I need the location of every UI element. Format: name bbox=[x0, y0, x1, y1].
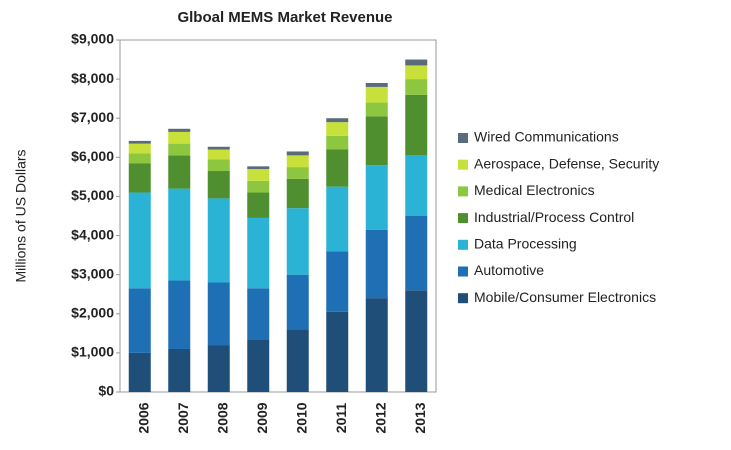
bar-segment bbox=[365, 298, 388, 392]
x-tick-label: 2006 bbox=[135, 402, 151, 433]
bar-segment bbox=[168, 348, 191, 392]
bar-segment bbox=[286, 178, 309, 209]
bar-segment bbox=[168, 188, 191, 281]
y-tick-label: $3,000 bbox=[71, 265, 114, 281]
bar-segment bbox=[207, 159, 230, 172]
legend-swatch bbox=[458, 266, 468, 277]
legend-label: Wired Communications bbox=[474, 129, 619, 145]
y-tick-label: $4,000 bbox=[71, 226, 114, 242]
bar-segment bbox=[405, 65, 428, 80]
legend-label: Medical Electronics bbox=[474, 182, 595, 198]
y-tick-label: $6,000 bbox=[71, 148, 114, 164]
bar-segment bbox=[405, 94, 428, 156]
legend-swatch bbox=[458, 213, 468, 224]
y-tick-label: $2,000 bbox=[71, 304, 114, 320]
bar-segment bbox=[207, 282, 230, 346]
bar-segment bbox=[405, 216, 428, 291]
bar-segment bbox=[326, 251, 349, 312]
bar-segment bbox=[365, 86, 388, 103]
bar-segment bbox=[207, 345, 230, 392]
x-tick-label: 2009 bbox=[254, 402, 270, 433]
bar-segment bbox=[405, 59, 428, 66]
legend-label: Automotive bbox=[474, 262, 544, 278]
x-tick-label: 2010 bbox=[293, 402, 309, 433]
legend-label: Aerospace, Defense, Security bbox=[474, 155, 659, 171]
bar-segment bbox=[326, 118, 349, 123]
bar-segment bbox=[168, 155, 191, 189]
x-tick-label: 2008 bbox=[214, 402, 230, 433]
legend-swatch bbox=[458, 133, 468, 143]
y-tick-label: $1,000 bbox=[71, 344, 114, 360]
bar-segment bbox=[207, 198, 230, 283]
bar-segment bbox=[247, 339, 270, 392]
bar-segment bbox=[405, 290, 428, 392]
bar-segment bbox=[286, 167, 309, 179]
bar-segment bbox=[168, 143, 191, 156]
bar-segment bbox=[207, 171, 230, 199]
bar-segment bbox=[326, 186, 349, 252]
bar-segment bbox=[247, 288, 270, 340]
legend-swatch bbox=[458, 239, 468, 250]
bar-segment bbox=[326, 311, 349, 392]
bar-segment bbox=[286, 329, 309, 392]
x-tick-label: 2012 bbox=[372, 402, 388, 433]
bar-segment bbox=[207, 146, 230, 150]
bar-segment bbox=[128, 140, 151, 144]
bar-segment bbox=[128, 153, 151, 164]
bar-segment bbox=[286, 274, 309, 330]
bar-segment bbox=[365, 102, 388, 117]
legend-label: Mobile/Consumer Electronics bbox=[474, 289, 656, 305]
bar-segment bbox=[286, 155, 309, 168]
bar-segment bbox=[128, 352, 151, 392]
y-tick-label: $7,000 bbox=[71, 109, 114, 125]
y-axis-label: Millions of US Dollars bbox=[13, 149, 29, 282]
x-tick-label: 2011 bbox=[333, 403, 349, 434]
y-tick-label: $9,000 bbox=[71, 31, 114, 47]
bar-segment bbox=[247, 217, 270, 289]
x-tick-label: 2013 bbox=[412, 402, 428, 433]
bar-segment bbox=[286, 151, 309, 156]
legend-swatch bbox=[458, 186, 468, 197]
bar-segment bbox=[326, 122, 349, 136]
chart-title: Glboal MEMS Market Revenue bbox=[177, 9, 392, 26]
bar-segment bbox=[247, 169, 270, 181]
y-tick-label: $8,000 bbox=[71, 70, 114, 86]
bar-segment bbox=[128, 143, 151, 154]
bar-segment bbox=[168, 280, 191, 349]
bar-segment bbox=[128, 163, 151, 193]
bar-segment bbox=[168, 128, 191, 132]
bar-segment bbox=[405, 79, 428, 95]
legend-swatch bbox=[458, 159, 468, 170]
bar-segment bbox=[405, 155, 428, 216]
x-tick-label: 2007 bbox=[175, 402, 191, 433]
bar-segment bbox=[247, 180, 270, 193]
bar-segment bbox=[326, 135, 349, 150]
plot-frame bbox=[119, 39, 437, 393]
y-tick-label: $5,000 bbox=[71, 187, 114, 203]
y-tick-label: $0 bbox=[98, 383, 114, 399]
bar-segment bbox=[365, 83, 388, 87]
legend-label: Industrial/Process Control bbox=[474, 209, 634, 225]
legend-swatch bbox=[458, 293, 468, 304]
bar-segment bbox=[326, 149, 349, 187]
bar-segment bbox=[365, 116, 388, 166]
bar-segment bbox=[128, 192, 151, 289]
bar-segment bbox=[365, 165, 388, 230]
bar-segment bbox=[247, 192, 270, 218]
bar-segment bbox=[286, 208, 309, 275]
bar-segment bbox=[247, 166, 270, 170]
bar-segment bbox=[207, 149, 230, 160]
bar-segment bbox=[168, 131, 191, 144]
bar-segment bbox=[128, 288, 151, 353]
legend-label: Data Processing bbox=[474, 236, 577, 252]
bar-segment bbox=[365, 229, 388, 299]
